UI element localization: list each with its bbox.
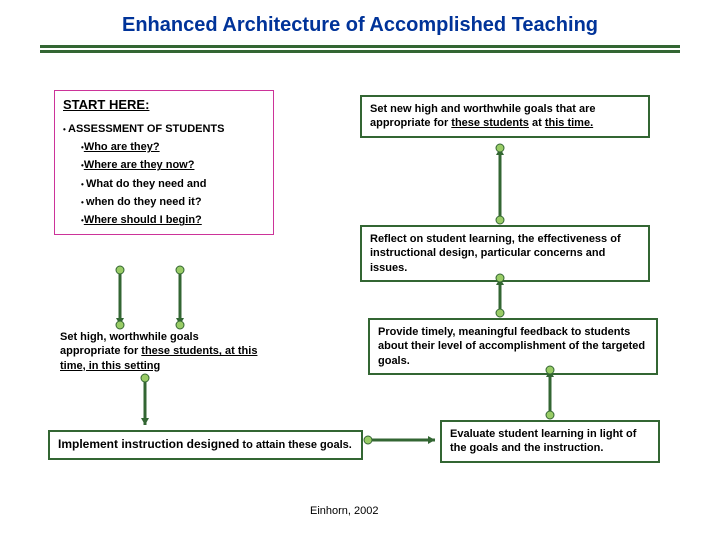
- start-item: What do they need and: [81, 177, 265, 191]
- start-heading: START HERE:: [63, 97, 265, 114]
- start-item: Where are they now?: [81, 158, 265, 172]
- set-high-goals-box: Set high, worthwhile goals appropriate f…: [60, 330, 260, 373]
- page-title: Enhanced Architecture of Accomplished Te…: [0, 0, 720, 37]
- text: to attain these goals.: [239, 439, 351, 451]
- start-here-box: START HERE: ASSESSMENT OF STUDENTS Who a…: [54, 90, 274, 235]
- start-item: Where should I begin?: [81, 213, 265, 227]
- start-item: Who are they?: [81, 140, 265, 154]
- start-item: when do they need it?: [81, 195, 265, 209]
- text: this time.: [545, 117, 593, 129]
- start-subheading: ASSESSMENT OF STUDENTS: [63, 122, 265, 136]
- citation: Einhorn, 2002: [310, 505, 379, 517]
- text: at: [529, 117, 545, 129]
- text: these students: [451, 117, 529, 129]
- evaluate-box: Evaluate student learning in light of th…: [440, 420, 660, 463]
- feedback-box: Provide timely, meaningful feedback to s…: [368, 318, 658, 375]
- implement-box: Implement instruction designed to attain…: [48, 430, 363, 460]
- reflect-box: Reflect on student learning, the effecti…: [360, 225, 650, 282]
- text: Implement instruction designed: [58, 437, 239, 451]
- set-new-goals-box: Set new high and worthwhile goals that a…: [360, 95, 650, 138]
- title-rule: [40, 45, 680, 53]
